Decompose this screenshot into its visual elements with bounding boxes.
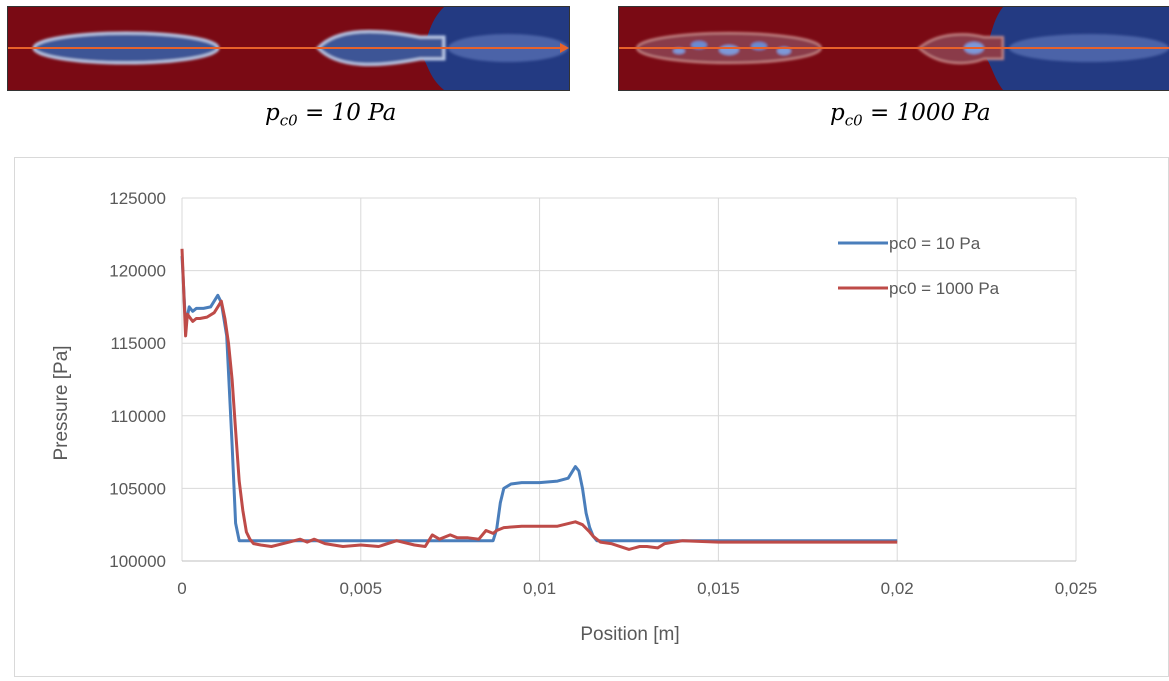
simulation-field-left xyxy=(8,7,569,90)
y-tick-label: 120000 xyxy=(109,262,166,281)
simulation-image-pc0-10 xyxy=(7,6,570,91)
x-tick-label: 0,015 xyxy=(697,579,740,598)
x-tick-label: 0,02 xyxy=(881,579,914,598)
caption-pc0-1000: pc0 = 1000 Pa xyxy=(830,100,991,130)
x-tick-label: 0 xyxy=(177,579,186,598)
pressure-chart: 100000 105000 110000 115000 120000 125000 0 0,0… xyxy=(14,157,1169,677)
y-tick-label: 100000 xyxy=(109,552,166,571)
y-axis-title: Pressure [Pa] xyxy=(51,345,72,460)
x-tick-label: 0,025 xyxy=(1055,579,1098,598)
simulation-image-pc0-1000 xyxy=(618,6,1169,91)
legend-label: pc0 = 1000 Pa xyxy=(889,279,1000,298)
simulation-field-right xyxy=(619,7,1169,90)
y-tick-label: 115000 xyxy=(111,334,166,353)
y-tick-label: 105000 xyxy=(109,479,166,498)
axes: 100000 105000 110000 115000 120000 125000 0 0,0… xyxy=(109,189,1097,598)
chart-svg: 100000 105000 110000 115000 120000 125000 0 0,0… xyxy=(51,189,1097,645)
x-tick-label: 0,01 xyxy=(523,579,556,598)
series-line-2 xyxy=(180,248,898,551)
series-group xyxy=(180,248,898,551)
y-tick-label: 125000 xyxy=(109,189,166,208)
legend-label: pc0 = 10 Pa xyxy=(889,234,981,253)
y-tick-label: 110000 xyxy=(111,407,166,426)
x-tick-label: 0,005 xyxy=(340,579,383,598)
legend: pc0 = 10 Pa pc0 = 1000 Pa xyxy=(838,234,1000,298)
x-axis-title: Position [m] xyxy=(580,624,679,645)
caption-pc0-10: pc0 = 10 Pa xyxy=(265,100,397,130)
